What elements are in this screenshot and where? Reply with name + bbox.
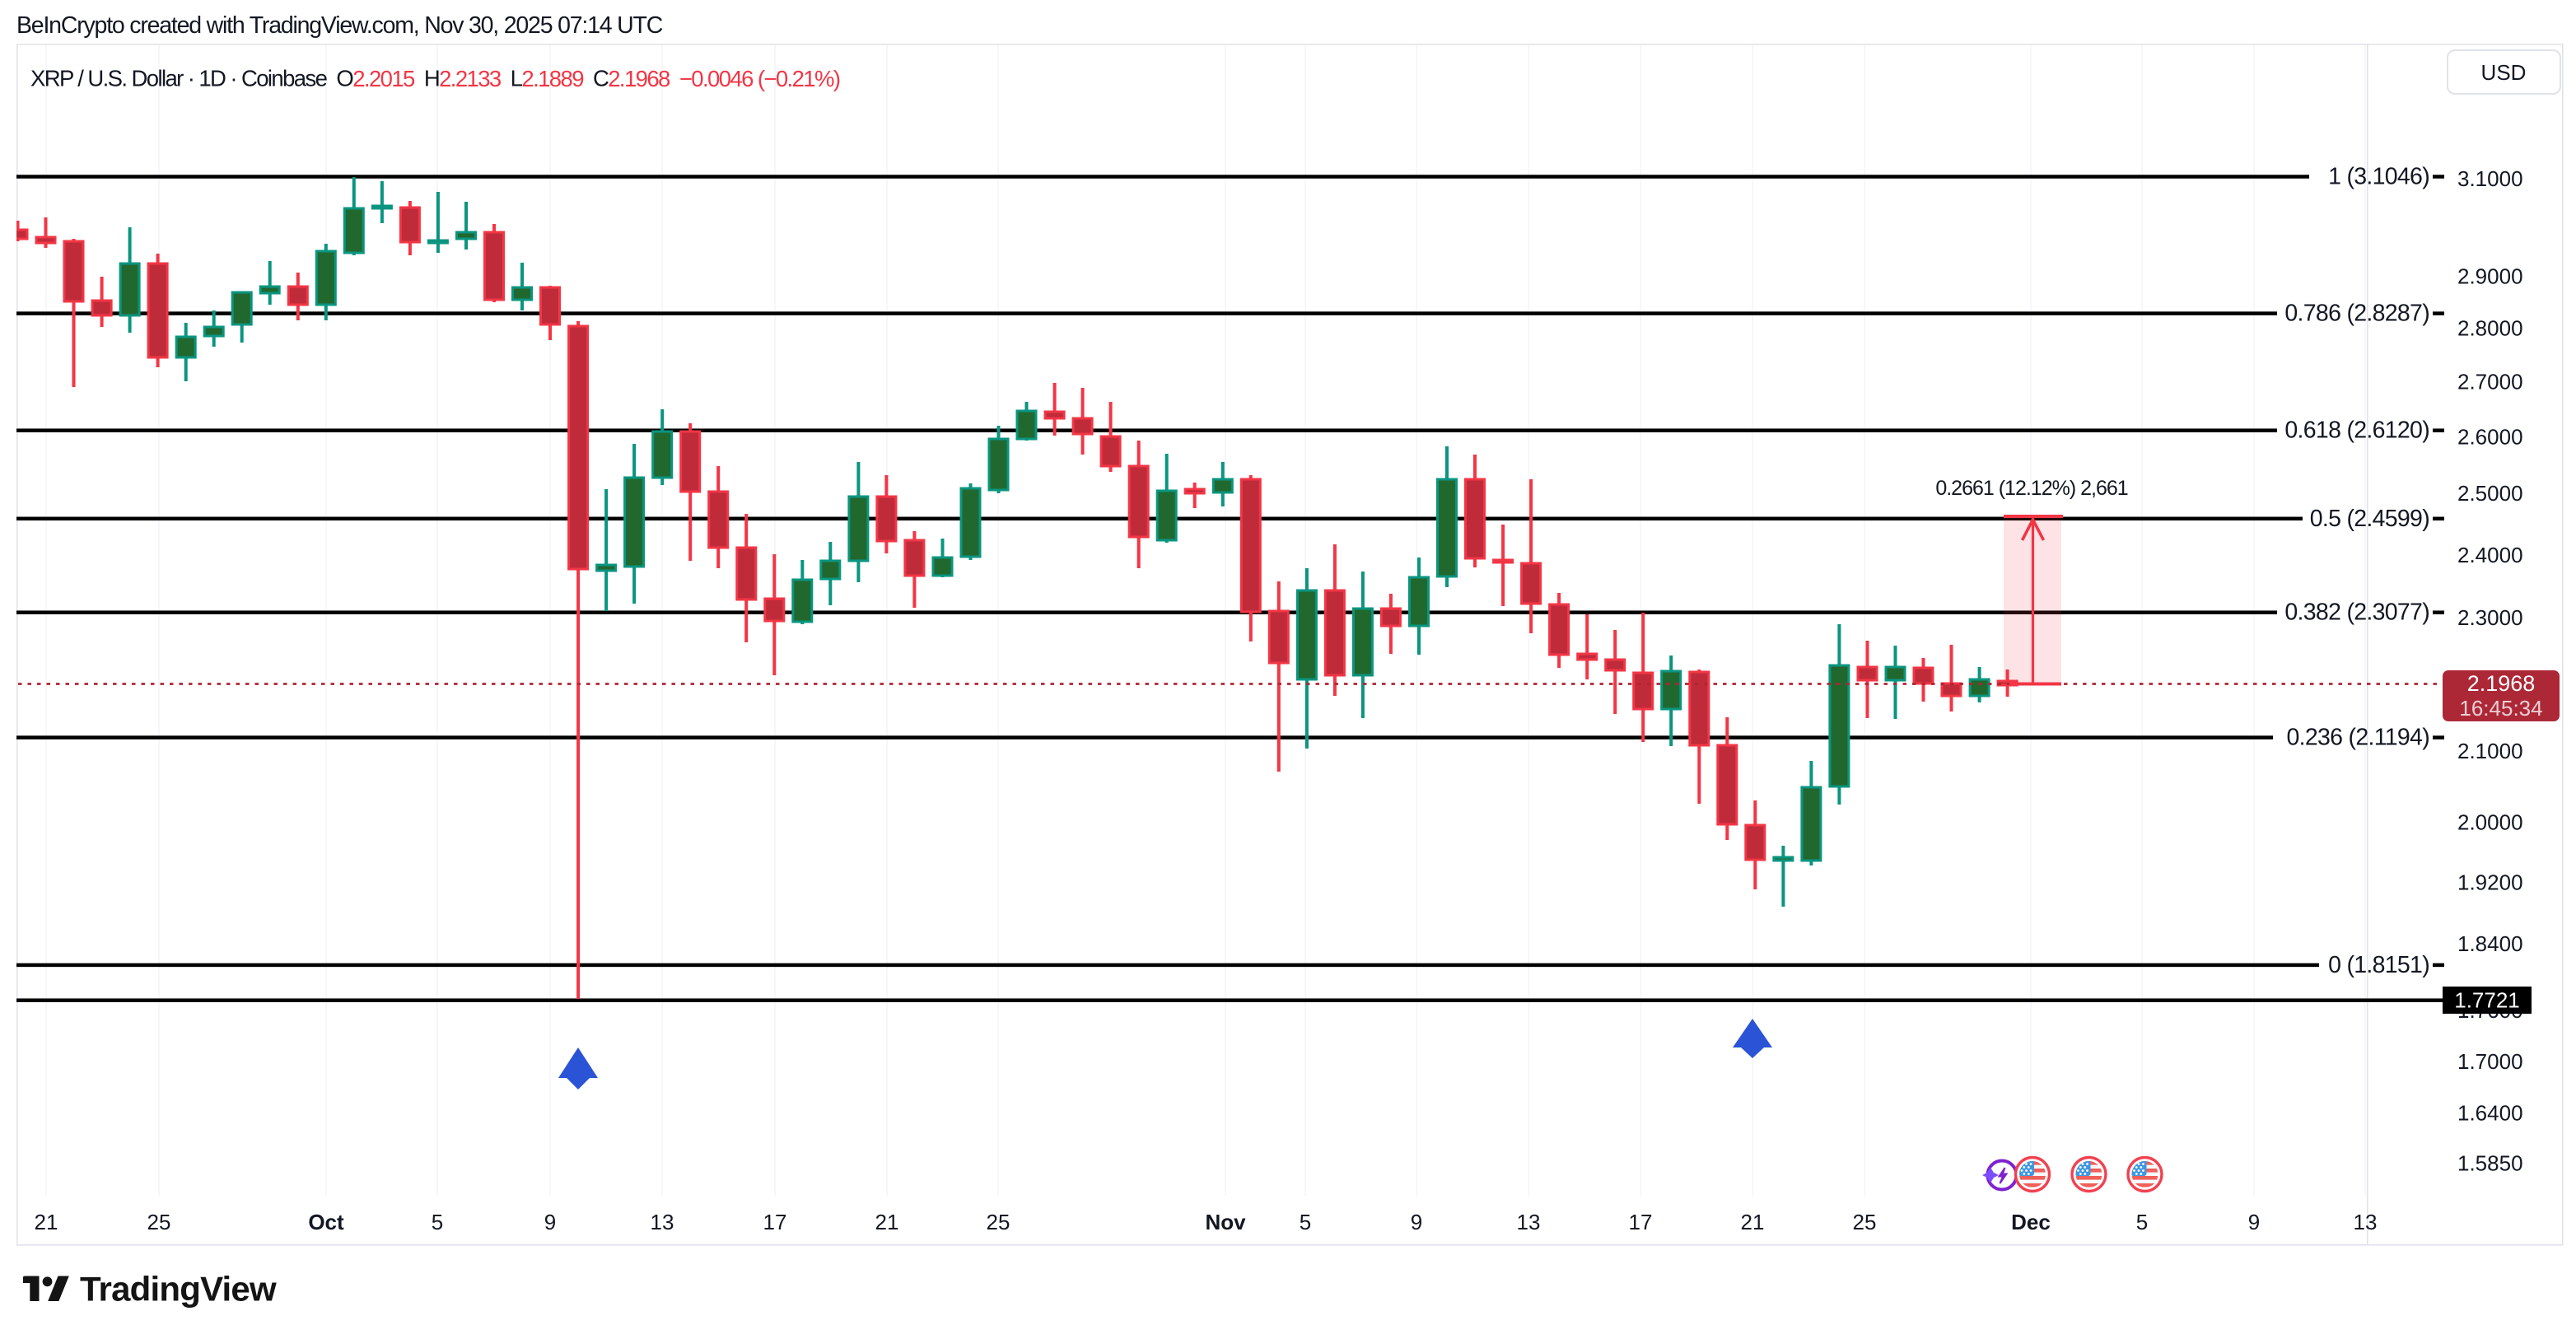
svg-text:0 (1.8151): 0 (1.8151): [2328, 952, 2429, 978]
svg-text:1.5850: 1.5850: [2457, 1151, 2523, 1176]
svg-text:0.2661 (12.12%) 2,661: 0.2661 (12.12%) 2,661: [1935, 477, 2127, 500]
svg-text:25: 25: [1853, 1210, 1877, 1234]
svg-text:21: 21: [35, 1210, 58, 1234]
svg-text:1.7000: 1.7000: [2457, 1049, 2523, 1074]
svg-text:13: 13: [1517, 1210, 1541, 1234]
svg-text:Oct: Oct: [308, 1210, 344, 1234]
svg-text:1.6400: 1.6400: [2457, 1101, 2523, 1126]
svg-text:2.8000: 2.8000: [2457, 316, 2523, 341]
svg-text:21: 21: [1741, 1210, 1765, 1234]
svg-text:5: 5: [2136, 1210, 2148, 1234]
svg-text:21: 21: [875, 1210, 899, 1234]
svg-text:0.618 (2.6120): 0.618 (2.6120): [2284, 418, 2429, 444]
svg-text:16:45:34: 16:45:34: [2459, 696, 2542, 721]
svg-text:1.8400: 1.8400: [2457, 931, 2523, 956]
svg-text:2.5000: 2.5000: [2457, 481, 2523, 506]
svg-text:2.6000: 2.6000: [2457, 425, 2523, 450]
svg-text:13: 13: [2354, 1210, 2378, 1234]
svg-text:1.7721: 1.7721: [2454, 988, 2520, 1013]
svg-text:TradingView: TradingView: [80, 1270, 277, 1309]
svg-text:2.4000: 2.4000: [2457, 543, 2523, 567]
svg-text:2.3000: 2.3000: [2457, 605, 2523, 630]
svg-text:USD: USD: [2481, 60, 2527, 85]
svg-text:1.9200: 1.9200: [2457, 870, 2523, 895]
svg-text:17: 17: [763, 1210, 787, 1234]
svg-text:1 (3.1046): 1 (3.1046): [2328, 164, 2429, 190]
svg-text:0.5 (2.4599): 0.5 (2.4599): [2310, 506, 2429, 532]
svg-text:2.0000: 2.0000: [2457, 810, 2523, 835]
svg-text:2.1000: 2.1000: [2457, 739, 2523, 763]
svg-text:9: 9: [544, 1210, 556, 1234]
svg-text:13: 13: [651, 1210, 674, 1234]
svg-text:9: 9: [1411, 1210, 1422, 1234]
svg-text:9: 9: [2248, 1210, 2260, 1234]
svg-text:25: 25: [147, 1210, 171, 1234]
svg-text:5: 5: [432, 1210, 443, 1234]
svg-text:2.9000: 2.9000: [2457, 264, 2523, 289]
svg-text:Nov: Nov: [1205, 1210, 1246, 1234]
svg-text:5: 5: [1300, 1210, 1311, 1234]
svg-text:Dec: Dec: [2011, 1210, 2051, 1234]
svg-text:0.382 (2.3077): 0.382 (2.3077): [2284, 600, 2429, 626]
svg-text:25: 25: [987, 1210, 1010, 1234]
svg-text:0.236 (2.1194): 0.236 (2.1194): [2287, 725, 2429, 751]
svg-text:2.1968: 2.1968: [2467, 671, 2536, 696]
svg-text:3.1000: 3.1000: [2457, 166, 2523, 191]
svg-text:17: 17: [1629, 1210, 1653, 1234]
svg-text:2.7000: 2.7000: [2457, 370, 2523, 394]
svg-text:0.786 (2.8287): 0.786 (2.8287): [2284, 301, 2429, 327]
svg-text:BeInCrypto created with Tradin: BeInCrypto created with TradingView.com,…: [16, 12, 663, 39]
svg-text:XRP / U.S. Dollar · 1D · Coinb: XRP / U.S. Dollar · 1D · Coinbase O2.201…: [30, 66, 840, 91]
